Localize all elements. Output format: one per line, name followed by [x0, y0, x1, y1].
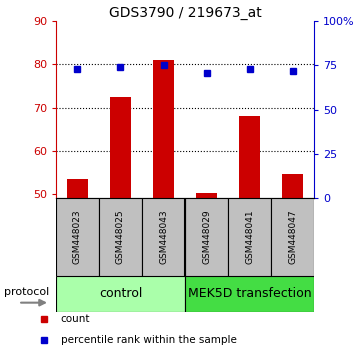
Title: GDS3790 / 219673_at: GDS3790 / 219673_at: [109, 6, 261, 20]
Text: protocol: protocol: [4, 287, 49, 297]
Bar: [99, 198, 142, 276]
Text: GSM448029: GSM448029: [202, 210, 211, 264]
Bar: [282, 175, 303, 198]
Bar: [56, 276, 185, 312]
Bar: [196, 193, 217, 198]
Bar: [153, 60, 174, 198]
Bar: [185, 276, 314, 312]
Text: GSM448043: GSM448043: [159, 210, 168, 264]
Bar: [110, 97, 131, 198]
Text: GSM448047: GSM448047: [288, 210, 297, 264]
Bar: [67, 179, 88, 198]
Bar: [56, 198, 99, 276]
Text: count: count: [61, 314, 90, 324]
Text: MEK5D transfection: MEK5D transfection: [188, 287, 311, 300]
Bar: [239, 116, 260, 198]
Bar: [271, 198, 314, 276]
Bar: [228, 198, 271, 276]
Bar: [185, 198, 228, 276]
Bar: [142, 198, 185, 276]
Text: GSM448041: GSM448041: [245, 210, 254, 264]
Text: GSM448025: GSM448025: [116, 210, 125, 264]
Text: control: control: [99, 287, 142, 300]
Text: GSM448023: GSM448023: [73, 210, 82, 264]
Text: percentile rank within the sample: percentile rank within the sample: [61, 335, 236, 345]
